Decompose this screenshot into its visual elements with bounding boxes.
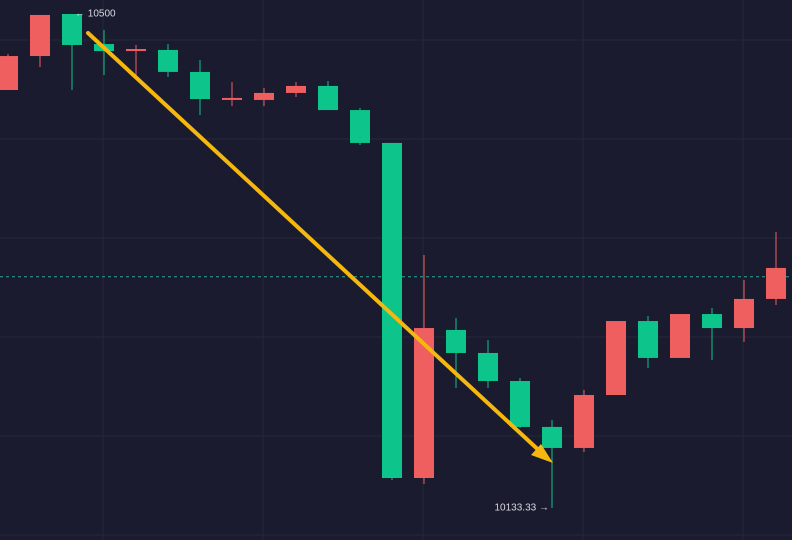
candle-body xyxy=(0,56,18,90)
candle-body xyxy=(62,13,82,45)
candle-body xyxy=(382,142,402,478)
arrow-line xyxy=(86,31,547,458)
candle-body xyxy=(766,267,786,299)
candle-body xyxy=(734,298,754,329)
candle-body xyxy=(318,85,338,111)
candle-body xyxy=(254,92,274,100)
candle-body xyxy=(158,49,178,72)
candle-body xyxy=(510,380,530,427)
candle-body xyxy=(638,321,658,358)
candle-body xyxy=(478,352,498,381)
candle-body xyxy=(606,321,626,396)
trend-arrow xyxy=(86,31,553,463)
candle-body xyxy=(190,71,210,100)
candle-body xyxy=(702,314,722,329)
annotation: 10133.33 → xyxy=(495,503,550,514)
candle-body xyxy=(126,49,146,52)
candle-body xyxy=(222,97,242,100)
candles xyxy=(0,13,792,509)
candle-body xyxy=(446,329,466,353)
candle-body xyxy=(286,85,306,93)
candle-body xyxy=(670,314,690,358)
candle-body xyxy=(414,328,434,478)
annotation: ← 10500 xyxy=(75,9,116,20)
candle-body xyxy=(542,426,562,448)
candle-body xyxy=(350,110,370,143)
arrow-head xyxy=(531,444,553,463)
candle-body xyxy=(30,14,50,57)
candle-body xyxy=(574,395,594,448)
